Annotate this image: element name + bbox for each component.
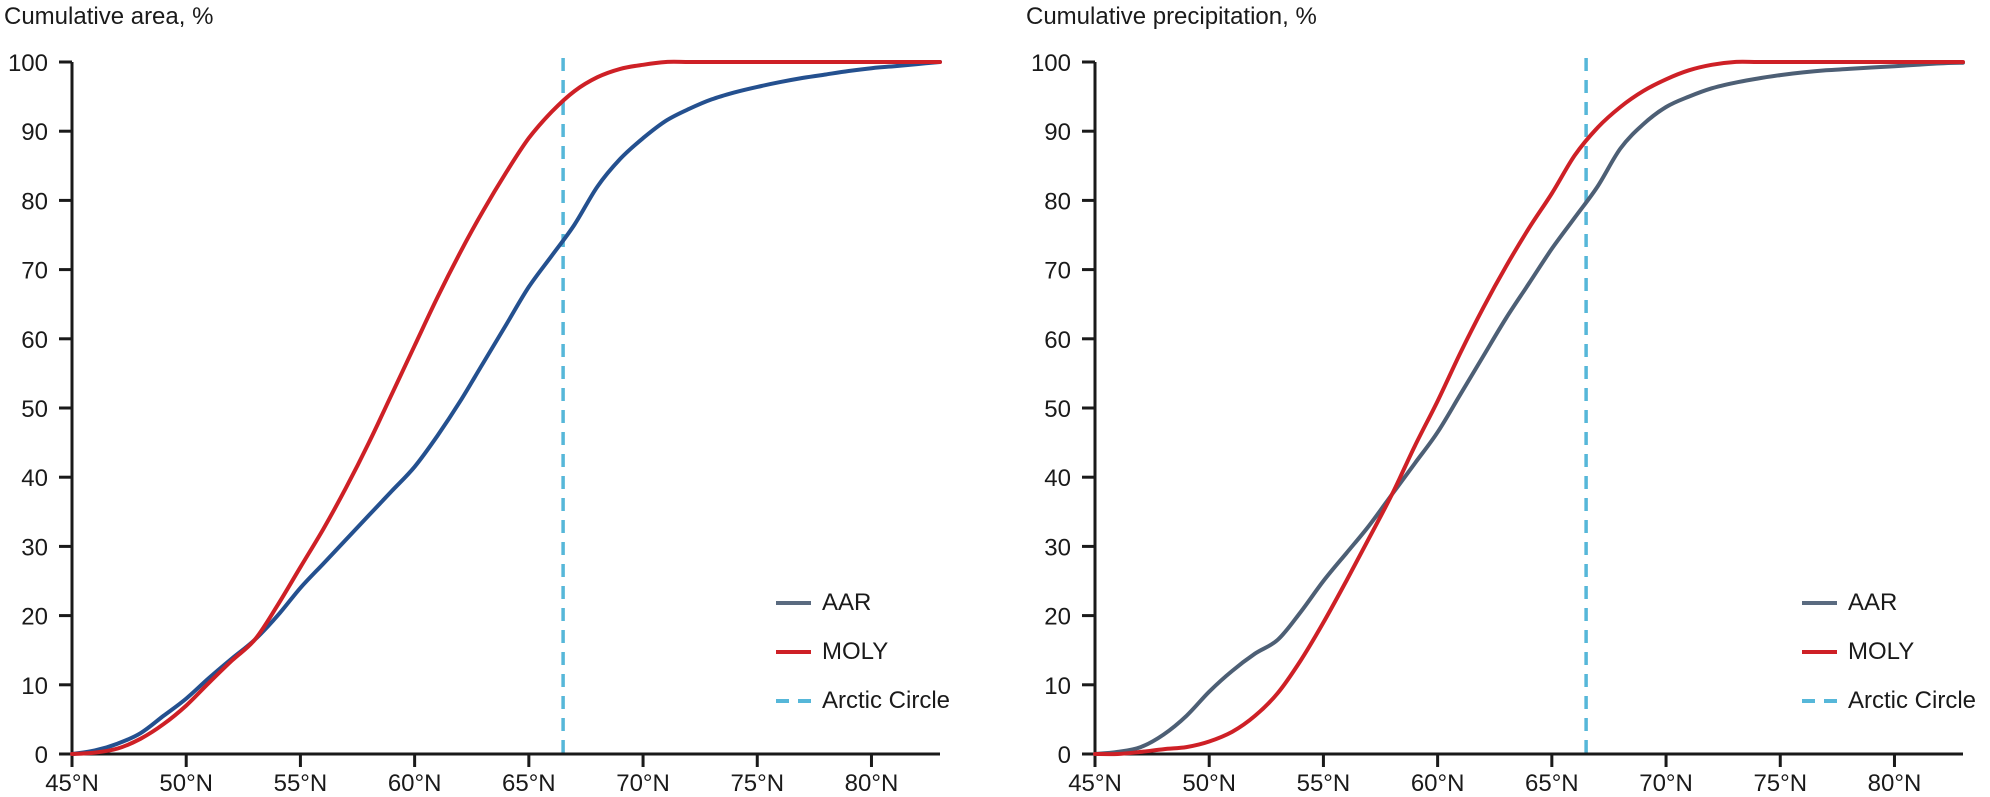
x-tick-label: 75°N <box>730 770 784 797</box>
y-tick-label: 90 <box>21 119 48 146</box>
y-tick-label: 60 <box>1044 327 1071 354</box>
x-tick-label: 80°N <box>845 770 899 797</box>
y-tick-label: 20 <box>1044 604 1071 631</box>
chart-title-area: Cumulative area, % <box>4 3 214 30</box>
x-tick-label: 55°N <box>274 770 328 797</box>
y-tick-label: 80 <box>1044 188 1071 215</box>
y-tick-label: 30 <box>21 534 48 561</box>
x-tick-label: 60°N <box>1411 770 1465 797</box>
y-tick-label: 40 <box>1044 465 1071 492</box>
legend-label-moly: MOLY <box>822 638 889 665</box>
y-tick-label: 20 <box>21 604 48 631</box>
chart-0: 0 10 20 30 40 50 60 70 80 90 100 45°N 50°N 55°N 60°N 65… <box>8 50 942 797</box>
legend-item-moly: MOLY <box>1802 636 1914 668</box>
y-tick-label: 30 <box>1044 534 1071 561</box>
legend-item-arctic-circle: Arctic Circle <box>776 685 950 717</box>
y-tick-label: 60 <box>21 327 48 354</box>
x-tick-label: 60°N <box>388 770 442 797</box>
legend-label-arctic-circle: Arctic Circle <box>1848 687 1977 714</box>
y-tick-label: 100 <box>1031 50 1071 77</box>
legend-item-moly: MOLY <box>776 636 888 668</box>
x-tick-label: 55°N <box>1297 770 1351 797</box>
curve-aar <box>70 60 942 756</box>
curve-moly <box>70 59 942 756</box>
y-tick-label: 100 <box>8 50 48 77</box>
legend-item-arctic-circle: Arctic Circle <box>1802 685 1976 717</box>
legend-swatch-aar <box>1802 601 1837 605</box>
x-tick-label: 80°N <box>1868 770 1922 797</box>
y-tick-label: 70 <box>21 258 48 285</box>
legend-swatch-arctic-circle <box>776 699 811 703</box>
legend-item-aar: AAR <box>1802 587 1897 619</box>
y-tick-label: 10 <box>21 673 48 700</box>
y-tick-label: 80 <box>21 188 48 215</box>
curve-aar <box>1093 60 1965 756</box>
x-tick-label: 70°N <box>616 770 670 797</box>
x-tick-label: 50°N <box>1182 770 1236 797</box>
curve-moly <box>1093 59 1965 757</box>
x-tick-label: 75°N <box>1753 770 1807 797</box>
x-tick-label: 45°N <box>45 770 99 797</box>
x-tick-label: 50°N <box>159 770 213 797</box>
y-tick-label: 70 <box>1044 258 1071 285</box>
y-tick-label: 0 <box>35 742 48 769</box>
y-tick-label: 50 <box>21 396 48 423</box>
y-tick-label: 10 <box>1044 673 1071 700</box>
x-tick-label: 65°N <box>1525 770 1579 797</box>
legend-label-arctic-circle: Arctic Circle <box>822 687 951 714</box>
legend-label-moly: MOLY <box>1848 638 1915 665</box>
y-tick-label: 40 <box>21 465 48 492</box>
x-tick-label: 45°N <box>1068 770 1122 797</box>
chart-title-precipitation: Cumulative precipitation, % <box>1026 3 1317 30</box>
chart-1: 0 10 20 30 40 50 60 70 80 90 100 45°N 50°N 55°N 60°N 65… <box>1031 50 1965 797</box>
x-tick-label: 65°N <box>502 770 556 797</box>
y-tick-label: 0 <box>1058 742 1071 769</box>
legend-swatch-arctic-circle <box>1802 699 1837 703</box>
x-tick-label: 70°N <box>1639 770 1693 797</box>
y-tick-label: 50 <box>1044 396 1071 423</box>
legend-item-aar: AAR <box>776 587 871 619</box>
legend-swatch-moly <box>1802 650 1837 654</box>
legend-swatch-moly <box>776 650 811 654</box>
y-tick-label: 90 <box>1044 119 1071 146</box>
legend-label-aar: AAR <box>822 589 872 616</box>
legend-label-aar: AAR <box>1848 589 1898 616</box>
legend-swatch-aar <box>776 601 811 605</box>
